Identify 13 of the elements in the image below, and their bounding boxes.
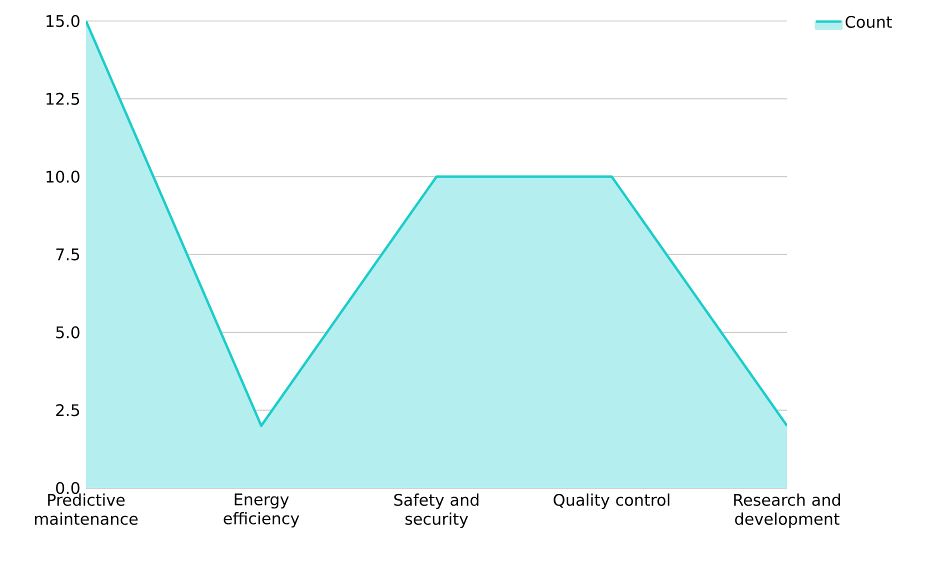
y-tick-label: 15.0 — [46, 14, 80, 28]
y-tick-label: 0.0 — [56, 482, 80, 494]
y-tick-label: 7.5 — [56, 248, 80, 260]
x-tick-label: Safety and security — [394, 494, 478, 528]
x-tick-label: Research and development — [734, 494, 840, 528]
y-tick-label: 5.0 — [56, 326, 80, 338]
legend-label: Count — [846, 16, 892, 28]
y-tick-label: 2.5 — [56, 404, 80, 416]
x-tick-label: Predictive maintenance — [35, 494, 138, 525]
x-tick-label: Quality control — [554, 494, 670, 510]
x-tick-label: Energy efficiency — [224, 494, 300, 528]
y-tick-label: 12.5 — [46, 92, 80, 105]
y-tick-label: 10.0 — [46, 170, 80, 183]
